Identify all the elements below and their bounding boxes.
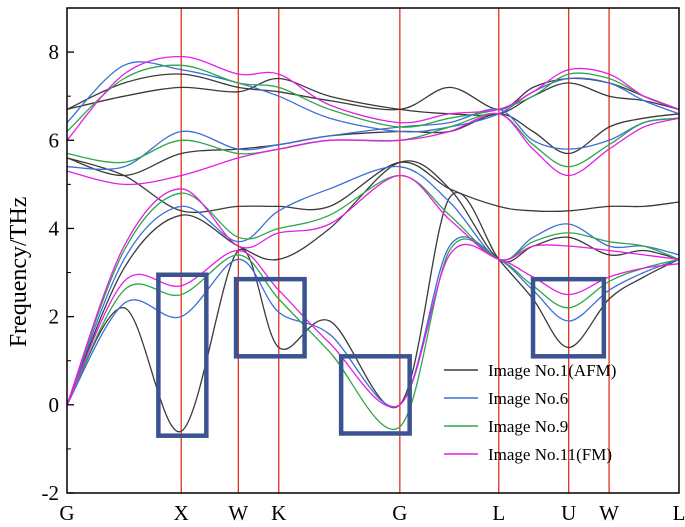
y-tick-labels: -2 0 2 4 6 8: [42, 40, 60, 505]
highlight-box-u: [530, 276, 607, 359]
x-tick-label: L: [492, 501, 505, 525]
y-tick-label: -2: [42, 481, 60, 505]
y-tick-label: 6: [49, 128, 60, 152]
band-line-series-1: [66, 157, 680, 214]
y-tick-label: 0: [49, 393, 60, 417]
band-line-series-4: [66, 112, 680, 186]
plot-frame: [66, 7, 680, 494]
x-tick-label: W: [228, 501, 248, 525]
highlight-boxes: [156, 272, 607, 438]
y-axis-label: Frequency/THz: [6, 197, 32, 348]
band-line-series-3: [66, 112, 680, 168]
band-line-series-4: [66, 55, 680, 141]
band-line-series-2: [66, 165, 680, 406]
x-tick-label: U: [561, 501, 576, 525]
legend: Image No.1(AFM) Image No.6 Image No.9 Image…: [444, 361, 616, 464]
legend-label: Image No.6: [488, 389, 568, 408]
band-line-series-2: [66, 61, 680, 133]
y-tick-label: 2: [49, 305, 60, 329]
band-line-series-4: [66, 243, 680, 408]
x-tick-label: G: [59, 501, 74, 525]
highlight-box-g: [338, 354, 412, 436]
plot-border: [66, 7, 680, 494]
x-tick-label: K: [271, 501, 286, 525]
legend-label: Image No.9: [488, 417, 568, 436]
legend-label: Image No.1(AFM): [488, 361, 616, 380]
y-tick-label: 8: [49, 40, 60, 64]
y-tick-label: 4: [49, 216, 60, 240]
band-line-series-1: [66, 77, 680, 116]
legend-label: Image No.11(FM): [488, 445, 612, 464]
band-line-series-3: [66, 64, 680, 132]
high-symmetry-lines: [180, 8, 610, 493]
x-tick-label: L: [673, 501, 685, 525]
x-tick-label: W: [599, 501, 619, 525]
band-line-series-1: [66, 73, 680, 111]
x-tick-label: G: [392, 501, 407, 525]
highlight-box-x: [156, 272, 209, 438]
band-line-series-4: [66, 174, 680, 406]
x-tick-label: X: [174, 501, 189, 525]
highlight-box-k: [233, 276, 307, 359]
